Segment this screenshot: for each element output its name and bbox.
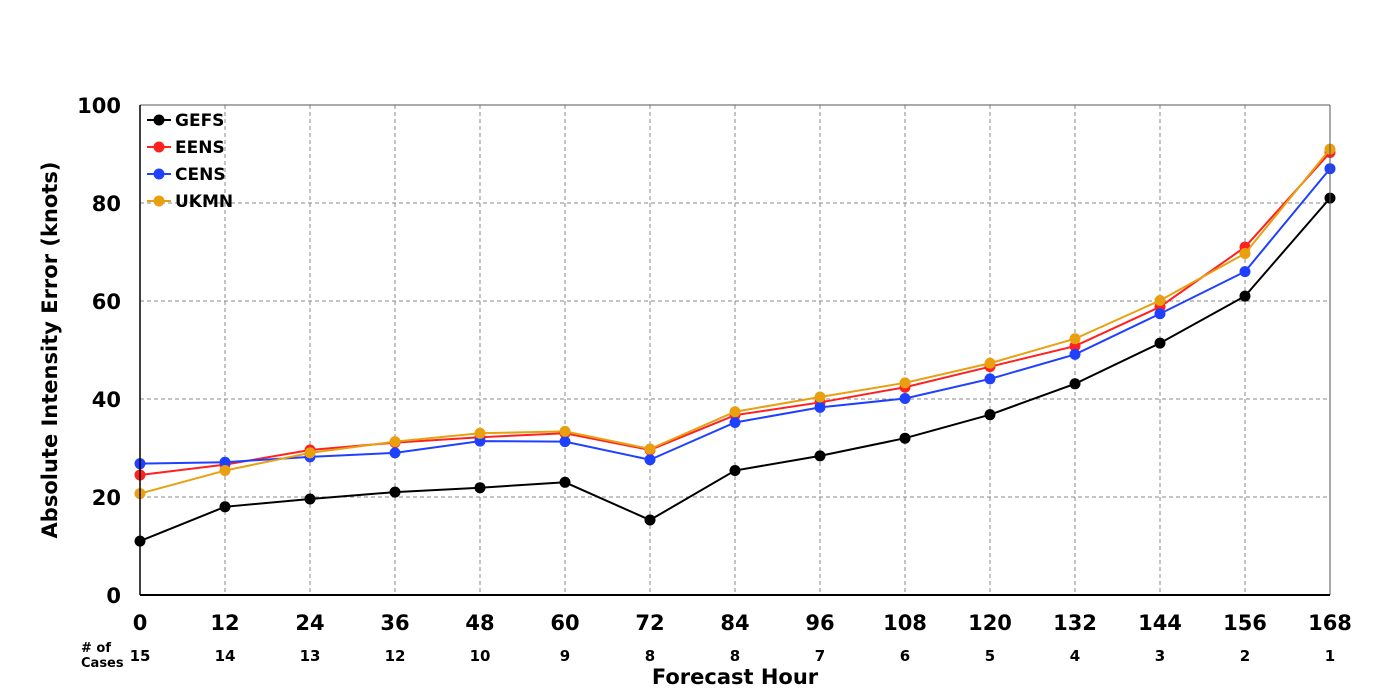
x-tick-label: 132 xyxy=(1053,611,1097,635)
cases-value: 1 xyxy=(1325,647,1335,665)
legend-marker xyxy=(153,141,165,153)
data-point-ukmn xyxy=(1069,333,1081,345)
data-point-cens xyxy=(474,435,486,447)
data-point-cens xyxy=(984,373,996,385)
cases-value: 15 xyxy=(130,647,151,665)
x-tick-label: 12 xyxy=(210,611,239,635)
data-point-gefs xyxy=(1069,378,1081,390)
x-tick-label: 120 xyxy=(968,611,1012,635)
y-tick-label: 60 xyxy=(92,290,121,314)
data-point-gefs xyxy=(984,409,996,421)
cases-value: 14 xyxy=(215,647,236,665)
data-point-cens xyxy=(219,456,231,468)
legend-marker xyxy=(153,168,165,180)
legend-marker xyxy=(153,195,165,207)
data-point-cens xyxy=(1069,348,1081,360)
legend-label: GEFS xyxy=(175,111,224,131)
data-point-cens xyxy=(729,417,741,429)
data-point-ukmn xyxy=(304,447,316,459)
cases-value: 8 xyxy=(645,647,655,665)
data-point-ukmn xyxy=(729,406,741,418)
cases-value: 6 xyxy=(900,647,910,665)
legend-label: UKMN xyxy=(175,192,233,212)
legend-item-ukmn: UKMN xyxy=(147,192,233,212)
cases-value: 10 xyxy=(470,647,491,665)
cases-value: 9 xyxy=(560,647,570,665)
data-point-cens xyxy=(559,436,571,448)
data-point-ukmn xyxy=(389,436,401,448)
data-point-cens xyxy=(1239,266,1251,278)
x-tick-label: 144 xyxy=(1138,611,1182,635)
legend-label: EENS xyxy=(175,138,225,158)
x-tick-label: 0 xyxy=(133,611,148,635)
x-axis-label: Forecast Hour xyxy=(652,665,819,689)
data-point-gefs xyxy=(1154,337,1166,349)
data-point-ukmn xyxy=(984,357,996,369)
x-tick-label: 84 xyxy=(720,611,749,635)
cases-value: 3 xyxy=(1155,647,1165,665)
cases-value: 2 xyxy=(1240,647,1250,665)
cases-value: 13 xyxy=(300,647,321,665)
x-tick-label: 36 xyxy=(380,611,409,635)
x-tick-label: 24 xyxy=(295,611,324,635)
x-tick-label: 156 xyxy=(1223,611,1267,635)
legend-marker xyxy=(153,114,165,126)
data-point-ukmn xyxy=(219,465,231,477)
x-tick-label: 108 xyxy=(883,611,927,635)
series-cens xyxy=(134,163,1336,470)
data-point-gefs xyxy=(474,482,486,494)
legend-item-cens: CENS xyxy=(147,165,226,185)
data-point-cens xyxy=(644,454,656,466)
series-line-gefs xyxy=(139,197,1331,543)
data-point-gefs xyxy=(389,486,401,498)
data-point-ukmn xyxy=(1154,295,1166,307)
data-point-gefs xyxy=(814,450,826,462)
x-tick-label: 168 xyxy=(1308,611,1352,635)
x-tick-label: 60 xyxy=(550,611,579,635)
data-point-cens xyxy=(1154,308,1166,320)
y-tick-label: 40 xyxy=(92,388,121,412)
data-point-gefs xyxy=(899,432,911,444)
legend: GEFS EENS CENS UKMN xyxy=(147,111,233,212)
data-point-ukmn xyxy=(1239,247,1251,259)
data-point-gefs xyxy=(219,501,231,513)
cases-value: 5 xyxy=(985,647,995,665)
data-point-gefs xyxy=(729,465,741,477)
series-ukmn xyxy=(134,143,1336,500)
legend-item-eens: EENS xyxy=(147,138,225,158)
data-point-cens xyxy=(899,393,911,405)
data-point-gefs xyxy=(1239,290,1251,302)
data-point-cens xyxy=(814,401,826,413)
data-point-gefs xyxy=(644,514,656,526)
y-tick-label: 0 xyxy=(106,584,121,608)
cases-value: 7 xyxy=(815,647,825,665)
cases-value: 4 xyxy=(1070,647,1080,665)
cases-value: 12 xyxy=(385,647,406,665)
y-axis-label: Absolute Intensity Error (knots) xyxy=(38,162,62,539)
y-tick-label: 20 xyxy=(92,486,121,510)
x-tick-label: 96 xyxy=(805,611,834,635)
data-point-gefs xyxy=(304,493,316,505)
data-point-cens xyxy=(389,447,401,459)
x-tick-label: 48 xyxy=(465,611,494,635)
cases-row-label: # of Cases xyxy=(81,641,124,671)
data-point-gefs xyxy=(559,476,571,488)
data-point-ukmn xyxy=(814,391,826,403)
data-point-ukmn xyxy=(644,443,656,455)
y-tick-label: 80 xyxy=(92,192,121,216)
y-tick-label: 100 xyxy=(77,94,121,118)
cases-value: 8 xyxy=(730,647,740,665)
grid xyxy=(140,105,1330,595)
data-point-ukmn xyxy=(559,425,571,437)
legend-item-gefs: GEFS xyxy=(147,111,224,131)
data-point-ukmn xyxy=(474,427,486,439)
data-point-ukmn xyxy=(899,377,911,389)
x-tick-label: 72 xyxy=(635,611,664,635)
legend-label: CENS xyxy=(175,165,226,185)
